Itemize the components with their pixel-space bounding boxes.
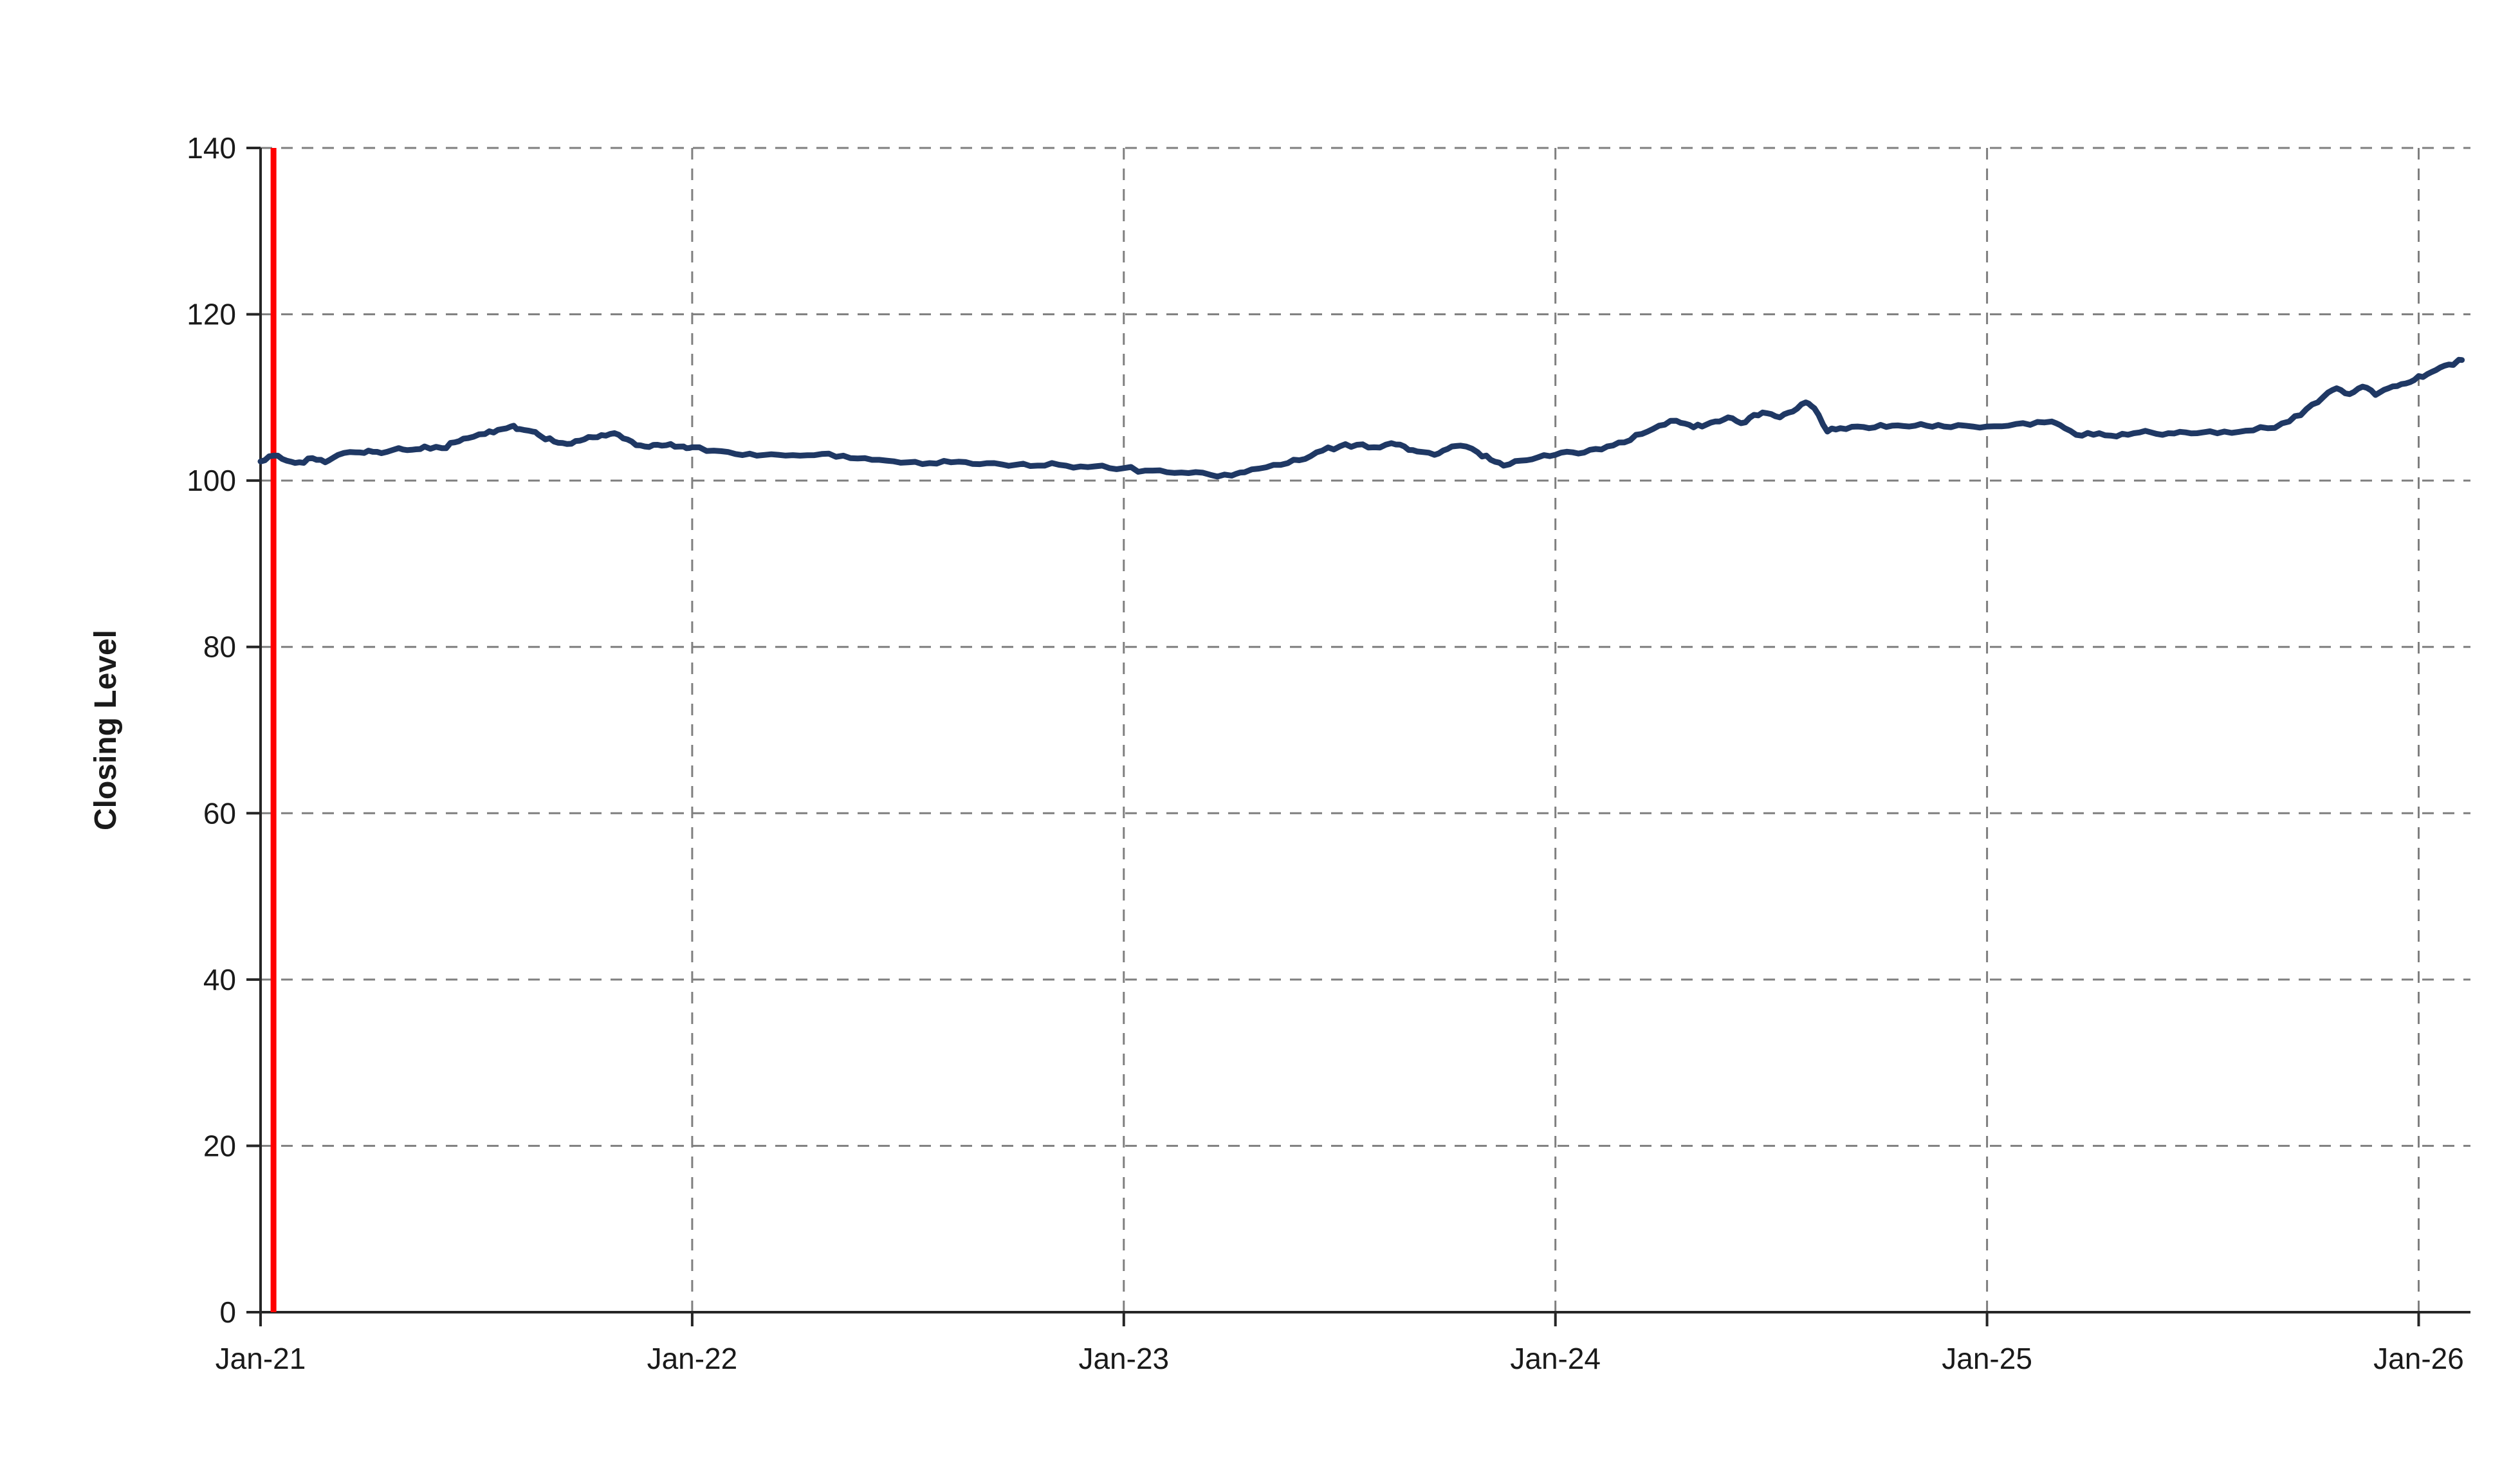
y-tick-label: 80 bbox=[203, 630, 236, 664]
closing-level-series-line bbox=[257, 356, 2465, 480]
y-tick-label: 60 bbox=[203, 796, 236, 830]
x-tick-label: Jan-21 bbox=[216, 1342, 306, 1375]
data-series bbox=[257, 356, 2465, 480]
x-tick-label: Jan-25 bbox=[1942, 1342, 2032, 1375]
x-tick-label: Jan-24 bbox=[1510, 1342, 1601, 1375]
y-tick-label: 100 bbox=[187, 464, 236, 497]
y-tick-label: 140 bbox=[187, 131, 236, 165]
tick-labels: 0 20 40 60 80 100 120 140 Jan-21 Jan-22 Jan-23 Jan-… bbox=[187, 131, 2464, 1375]
axes bbox=[259, 148, 2470, 1313]
gridlines bbox=[261, 147, 2470, 1312]
y-tick-label: 0 bbox=[219, 1295, 236, 1329]
tick-marks bbox=[246, 147, 2420, 1326]
y-tick-label: 40 bbox=[203, 963, 236, 996]
x-tick-label: Jan-23 bbox=[1078, 1342, 1169, 1375]
y-axis-title: Closing Level bbox=[89, 630, 123, 830]
x-tick-label: Jan-22 bbox=[647, 1342, 738, 1375]
y-tick-label: 120 bbox=[187, 298, 236, 331]
x-tick-label: Jan-26 bbox=[2373, 1342, 2464, 1375]
y-tick-label: 20 bbox=[203, 1129, 236, 1162]
